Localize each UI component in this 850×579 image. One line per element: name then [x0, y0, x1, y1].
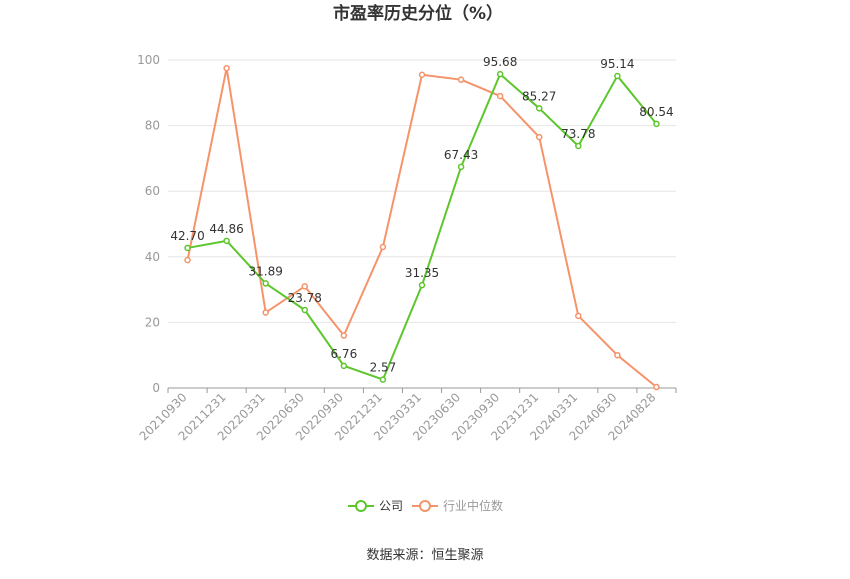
data-point [184, 256, 191, 264]
data-point [418, 281, 426, 289]
chart-title: 市盈率历史分位（%） [333, 3, 503, 24]
data-label: 44.86 [209, 222, 243, 236]
series-layer: 42.70 44.86 31.89 23.78 6.76 2.57 31.35 67.43 95… [170, 55, 674, 391]
legend-marker-company [355, 500, 367, 512]
data-point [418, 71, 426, 79]
data-point [340, 362, 348, 370]
y-axis: 0 20 40 60 80 100 [137, 53, 160, 395]
data-point [653, 383, 660, 391]
series-line [187, 73, 658, 381]
data-point [614, 351, 621, 359]
data-point [614, 72, 621, 80]
data-point [223, 237, 230, 245]
legend-item-company[interactable]: 公司 [348, 499, 403, 513]
data-label: 67.43 [444, 148, 478, 162]
data-point [262, 309, 269, 316]
data-label: 85.27 [522, 89, 556, 103]
data-point [340, 332, 348, 339]
grid-lines [168, 59, 676, 323]
data-label: 2.57 [370, 361, 397, 375]
y-tick-label: 0 [152, 381, 160, 395]
data-label: 31.35 [405, 266, 439, 280]
data-point [379, 243, 387, 251]
data-label: 31.89 [249, 264, 283, 278]
legend-label-company: 公司 [379, 499, 403, 513]
data-label: 95.14 [600, 57, 634, 71]
data-label: 73.78 [561, 127, 595, 141]
data-point [379, 376, 387, 383]
y-tick-label: 20 [145, 315, 160, 329]
series-company: 42.70 44.86 31.89 23.78 6.76 2.57 31.35 67.43 95… [170, 55, 674, 383]
legend-item-industry-median[interactable]: 行业中位数 [412, 498, 503, 513]
x-axis: 2021093020211231202203312022063020220930… [137, 387, 677, 443]
data-label: 6.76 [330, 347, 357, 361]
data-label: 23.78 [288, 291, 322, 305]
series-line [186, 67, 658, 388]
data-point [223, 64, 230, 72]
data-point [457, 76, 465, 83]
data-point [535, 133, 543, 141]
data-point [184, 244, 191, 252]
legend: 公司 行业中位数 [348, 498, 503, 513]
data-point [496, 92, 504, 100]
source-text: 数据来源：恒生聚源 [366, 548, 483, 563]
data-point [575, 142, 582, 150]
y-tick-label: 40 [145, 250, 160, 264]
y-tick-label: 100 [137, 53, 160, 67]
data-point [575, 312, 582, 320]
data-point [496, 70, 504, 78]
y-tick-label: 80 [145, 119, 160, 133]
data-point [457, 163, 465, 171]
y-tick-label: 60 [145, 184, 160, 198]
data-point [262, 280, 269, 287]
data-point [653, 120, 660, 128]
data-label: 80.54 [639, 105, 673, 119]
data-point [301, 306, 309, 314]
data-point [535, 105, 543, 112]
data-point [301, 283, 309, 290]
data-label: 95.68 [483, 55, 517, 69]
legend-label-industry-median: 行业中位数 [443, 498, 503, 513]
series-industry-median [184, 64, 660, 391]
legend-marker-industry-median [419, 500, 431, 512]
data-label: 42.70 [170, 229, 204, 243]
